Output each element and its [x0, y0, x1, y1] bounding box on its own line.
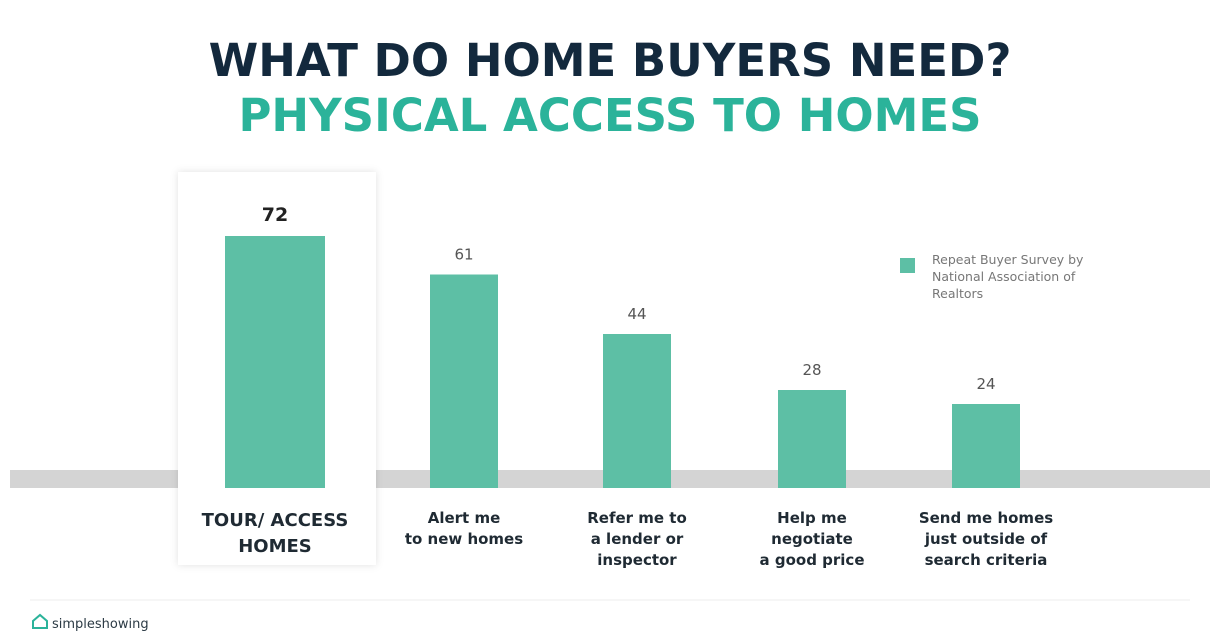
bar: [430, 274, 498, 488]
chart-subtitle: PHYSICAL ACCESS TO HOMES: [238, 89, 981, 142]
bar: [952, 404, 1020, 488]
chart-title: WHAT DO HOME BUYERS NEED?: [209, 34, 1012, 87]
legend-swatch: [900, 258, 915, 273]
x-tick-label: TOUR/ ACCESS HOMES: [201, 510, 349, 557]
data-label: 44: [627, 305, 646, 323]
data-label: 28: [802, 361, 821, 379]
footer-logo: simpleshowing: [52, 617, 149, 632]
bar: [225, 236, 325, 488]
x-tick-label: Help me negotiate a good price: [759, 509, 865, 569]
x-tick-label: Refer me to a lender or inspector: [587, 509, 687, 569]
x-tick-label: Send me homes just outside of search cri…: [918, 509, 1054, 569]
data-label: 72: [262, 204, 288, 226]
bar: [778, 390, 846, 488]
logo-icon: [32, 613, 48, 629]
data-label: 24: [976, 375, 995, 393]
legend-label: Repeat Buyer Survey by National Associat…: [932, 252, 1084, 301]
bar: [603, 334, 671, 488]
x-tick-label: Alert me to new homes: [404, 509, 524, 548]
data-label: 61: [454, 246, 473, 264]
